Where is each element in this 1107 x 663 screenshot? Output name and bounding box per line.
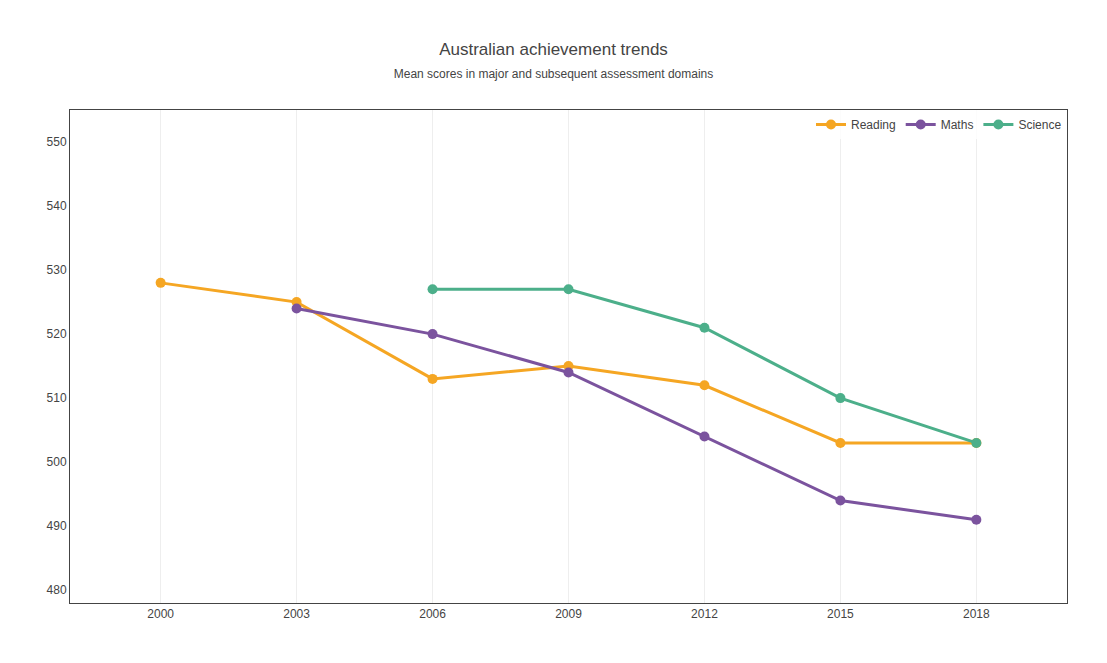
- svg-text:2000: 2000: [147, 607, 174, 621]
- svg-text:520: 520: [47, 327, 67, 341]
- svg-text:510: 510: [47, 391, 67, 405]
- svg-text:2015: 2015: [827, 607, 854, 621]
- svg-text:Maths: Maths: [941, 118, 974, 132]
- svg-text:2018: 2018: [963, 607, 990, 621]
- svg-text:530: 530: [47, 263, 67, 277]
- svg-text:Science: Science: [1018, 118, 1061, 132]
- svg-text:2003: 2003: [283, 607, 310, 621]
- svg-text:Mean scores in major and subse: Mean scores in major and subsequent asse…: [394, 67, 714, 81]
- svg-text:Reading: Reading: [851, 118, 896, 132]
- svg-text:500: 500: [47, 455, 67, 469]
- svg-text:490: 490: [47, 519, 67, 533]
- svg-text:2009: 2009: [555, 607, 582, 621]
- svg-text:540: 540: [47, 199, 67, 213]
- svg-text:480: 480: [47, 583, 67, 597]
- svg-text:Australian achievement trends: Australian achievement trends: [439, 40, 668, 59]
- svg-text:550: 550: [47, 135, 67, 149]
- svg-text:2006: 2006: [419, 607, 446, 621]
- svg-text:2012: 2012: [691, 607, 718, 621]
